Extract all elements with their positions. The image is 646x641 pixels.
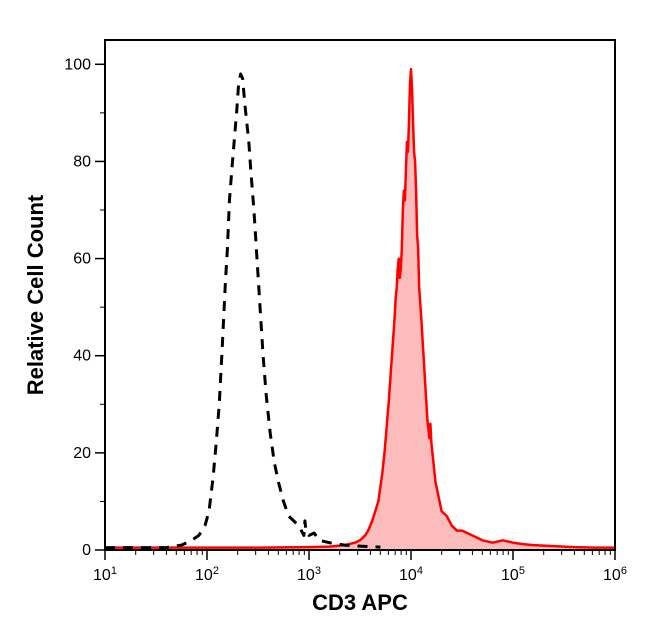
svg-text:20: 20 [73, 445, 91, 462]
flow-cytometry-chart: 101 102 103 104 105 106 CD3 APC 0 20 40 60 80 100 Rel… [0, 0, 646, 641]
svg-text:60: 60 [73, 251, 91, 268]
svg-text:104: 104 [399, 565, 423, 584]
svg-text:102: 102 [195, 565, 219, 584]
svg-text:80: 80 [73, 153, 91, 170]
svg-text:106: 106 [603, 565, 627, 584]
svg-text:Relative Cell Count: Relative Cell Count [23, 194, 48, 395]
svg-text:101: 101 [93, 565, 117, 584]
chart-svg: 101 102 103 104 105 106 CD3 APC 0 20 40 60 80 100 Rel… [0, 0, 646, 641]
svg-text:103: 103 [297, 565, 321, 584]
svg-text:CD3 APC: CD3 APC [312, 590, 408, 615]
svg-text:105: 105 [501, 565, 525, 584]
svg-text:0: 0 [82, 542, 91, 559]
svg-text:40: 40 [73, 348, 91, 365]
svg-text:100: 100 [64, 56, 91, 73]
